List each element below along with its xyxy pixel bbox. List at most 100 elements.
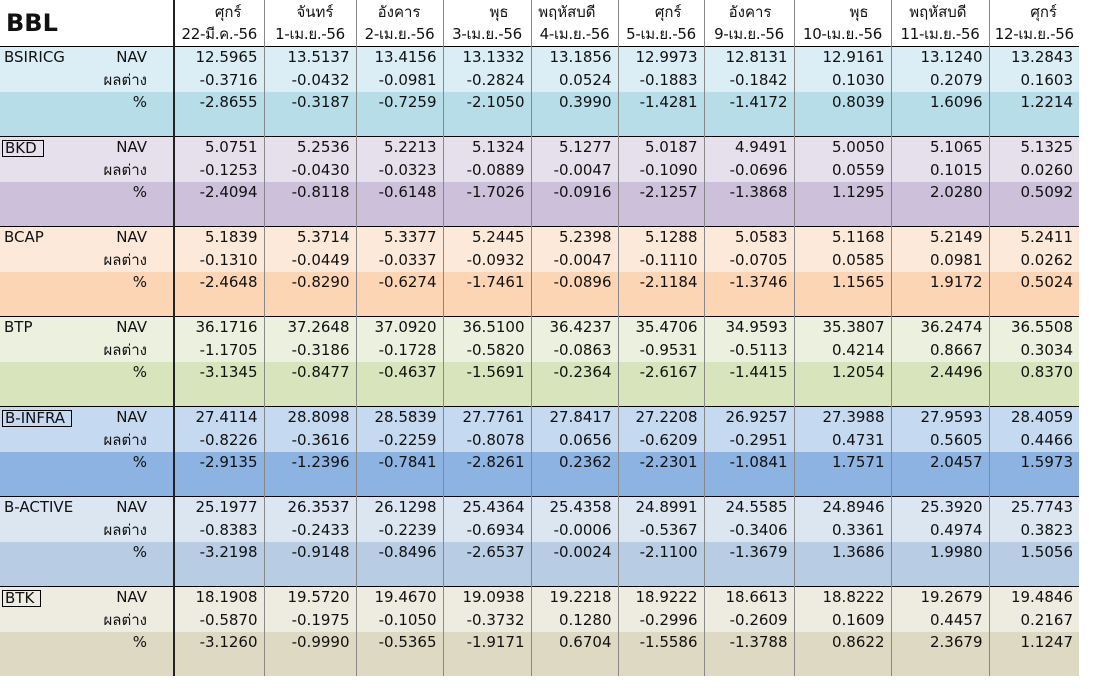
fund-name-cell[interactable]: B-INFRA [0, 405, 94, 430]
value-cell[interactable]: -0.1728 [355, 340, 443, 362]
value-cell[interactable]: 0.0656 [530, 430, 618, 452]
value-cell[interactable]: -0.8226 [173, 430, 264, 452]
value-cell[interactable]: 0.8370 [988, 362, 1079, 406]
value-cell[interactable]: -0.4637 [355, 362, 443, 406]
value-cell[interactable]: 0.4466 [988, 430, 1079, 452]
value-cell[interactable]: -0.1050 [355, 610, 443, 632]
value-cell[interactable]: 19.0938 [442, 585, 531, 610]
header-date-cell[interactable]: 4-เม.ย.-56 [530, 24, 618, 46]
value-cell[interactable]: 13.1240 [890, 45, 989, 70]
value-cell[interactable]: 27.3988 [793, 405, 891, 430]
value-cell[interactable]: 2.0457 [890, 452, 989, 496]
fund-blank-cell[interactable] [0, 430, 94, 452]
value-cell[interactable]: 12.8131 [703, 45, 794, 70]
value-cell[interactable]: -2.1184 [617, 272, 704, 316]
value-cell[interactable]: 27.7761 [442, 405, 531, 430]
value-cell[interactable]: 5.0050 [793, 135, 891, 160]
row-label-cell[interactable]: NAV [94, 45, 174, 70]
value-cell[interactable]: -0.0449 [263, 250, 356, 272]
value-cell[interactable]: -3.2198 [173, 542, 264, 586]
value-cell[interactable]: 5.1288 [617, 225, 704, 250]
value-cell[interactable]: 5.2411 [988, 225, 1079, 250]
value-cell[interactable]: -0.2609 [703, 610, 794, 632]
row-label-cell[interactable]: ผลต่าง [94, 160, 174, 182]
header-date-cell[interactable]: 11-เม.ย.-56 [890, 24, 989, 46]
value-cell[interactable]: 36.5100 [442, 315, 531, 340]
value-cell[interactable]: -0.0932 [442, 250, 531, 272]
value-cell[interactable]: -0.3406 [703, 520, 794, 542]
value-cell[interactable]: 5.1168 [793, 225, 891, 250]
value-cell[interactable]: -0.1310 [173, 250, 264, 272]
value-cell[interactable]: 12.9161 [793, 45, 891, 70]
fund-blank-cell[interactable] [0, 632, 94, 676]
value-cell[interactable]: 5.2398 [530, 225, 618, 250]
value-cell[interactable]: 0.4457 [890, 610, 989, 632]
value-cell[interactable]: -0.1110 [617, 250, 704, 272]
value-cell[interactable]: 0.0585 [793, 250, 891, 272]
value-cell[interactable]: -0.5870 [173, 610, 264, 632]
value-cell[interactable]: 18.6613 [703, 585, 794, 610]
value-cell[interactable]: -0.6148 [355, 182, 443, 226]
row-label-cell[interactable]: ผลต่าง [94, 250, 174, 272]
value-cell[interactable]: -0.1975 [263, 610, 356, 632]
header-day-cell[interactable]: พุธ [793, 0, 891, 24]
value-cell[interactable]: 12.9973 [617, 45, 704, 70]
value-cell[interactable]: 28.5839 [355, 405, 443, 430]
value-cell[interactable]: 1.9172 [890, 272, 989, 316]
value-cell[interactable]: 13.1856 [530, 45, 618, 70]
value-cell[interactable]: 36.1716 [173, 315, 264, 340]
header-day-cell[interactable]: อังคาร [703, 0, 794, 24]
value-cell[interactable]: -0.8118 [263, 182, 356, 226]
value-cell[interactable]: -0.3716 [173, 70, 264, 92]
header-day-cell[interactable]: ศุกร์ [617, 0, 704, 24]
value-cell[interactable]: 5.1277 [530, 135, 618, 160]
value-cell[interactable]: -0.1883 [617, 70, 704, 92]
fund-name-cell[interactable]: BSIRICG [0, 45, 94, 70]
fund-blank-cell[interactable] [0, 92, 94, 136]
value-cell[interactable]: -1.3788 [703, 632, 794, 676]
value-cell[interactable]: 5.1324 [442, 135, 531, 160]
value-cell[interactable]: 0.3823 [988, 520, 1079, 542]
value-cell[interactable]: 0.3034 [988, 340, 1079, 362]
value-cell[interactable]: 0.2362 [530, 452, 618, 496]
value-cell[interactable]: 0.5024 [988, 272, 1079, 316]
value-cell[interactable]: 19.4670 [355, 585, 443, 610]
header-date-cell[interactable]: 22-มี.ค.-56 [173, 24, 264, 46]
value-cell[interactable]: -0.0024 [530, 542, 618, 586]
value-cell[interactable]: 0.8039 [793, 92, 891, 136]
value-cell[interactable]: 1.5056 [988, 542, 1079, 586]
value-cell[interactable]: -0.2951 [703, 430, 794, 452]
value-cell[interactable]: -2.4094 [173, 182, 264, 226]
value-cell[interactable]: 19.2679 [890, 585, 989, 610]
value-cell[interactable]: -0.2996 [617, 610, 704, 632]
value-cell[interactable]: -2.9135 [173, 452, 264, 496]
value-cell[interactable]: -0.7259 [355, 92, 443, 136]
value-cell[interactable]: -0.5820 [442, 340, 531, 362]
value-cell[interactable]: -1.3746 [703, 272, 794, 316]
value-cell[interactable]: 26.1298 [355, 495, 443, 520]
value-cell[interactable]: 2.3679 [890, 632, 989, 676]
row-label-cell[interactable]: ผลต่าง [94, 340, 174, 362]
row-label-cell[interactable]: % [94, 272, 174, 316]
value-cell[interactable]: -0.2824 [442, 70, 531, 92]
value-cell[interactable]: -1.0841 [703, 452, 794, 496]
value-cell[interactable]: -0.6934 [442, 520, 531, 542]
fund-name-cell[interactable]: BKD [0, 135, 94, 160]
value-cell[interactable]: -1.4172 [703, 92, 794, 136]
value-cell[interactable]: 0.3361 [793, 520, 891, 542]
value-cell[interactable]: 27.8417 [530, 405, 618, 430]
value-cell[interactable]: 4.9491 [703, 135, 794, 160]
value-cell[interactable]: 0.1603 [988, 70, 1079, 92]
fund-blank-cell[interactable] [0, 520, 94, 542]
value-cell[interactable]: -1.2396 [263, 452, 356, 496]
row-label-cell[interactable]: % [94, 182, 174, 226]
value-cell[interactable]: 36.5508 [988, 315, 1079, 340]
row-label-cell[interactable]: NAV [94, 315, 174, 340]
value-cell[interactable]: 28.4059 [988, 405, 1079, 430]
value-cell[interactable]: -0.9148 [263, 542, 356, 586]
value-cell[interactable]: -3.1260 [173, 632, 264, 676]
row-label-cell[interactable]: NAV [94, 405, 174, 430]
header-date-cell[interactable]: 3-เม.ย.-56 [442, 24, 531, 46]
value-cell[interactable]: -1.9171 [442, 632, 531, 676]
value-cell[interactable]: -2.4648 [173, 272, 264, 316]
